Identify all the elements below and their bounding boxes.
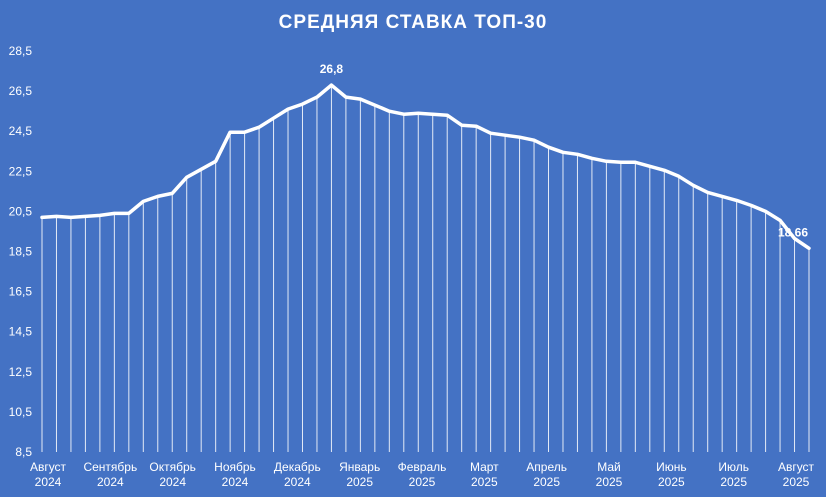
x-tick-label-year: 2025 — [471, 475, 498, 489]
x-tick-label-month: Октябрь — [149, 460, 196, 474]
y-tick-label: 12,5 — [9, 365, 33, 379]
y-tick-label: 14,5 — [9, 325, 33, 339]
x-tick-label-year: 2025 — [533, 475, 560, 489]
y-tick-label: 22,5 — [9, 164, 33, 178]
y-axis-ticks: 8,5 10,5 12,5 14,5 16,5 18,5 20,5 22,5 24,5 26,5 2… — [9, 44, 33, 459]
x-tick-label-year: 2024 — [159, 475, 186, 489]
data-label: 18,66 — [778, 225, 808, 239]
x-tick-label-year: 2024 — [284, 475, 311, 489]
x-axis-ticks: Август2024Сентябрь2024Октябрь2024Ноябрь2… — [30, 460, 815, 489]
x-tick-label-year: 2025 — [658, 475, 685, 489]
x-tick-label-month: Июнь — [656, 460, 687, 474]
y-tick-label: 28,5 — [9, 44, 33, 58]
x-tick-label-year: 2024 — [35, 475, 62, 489]
y-tick-label: 10,5 — [9, 405, 33, 419]
x-tick-label-year: 2025 — [720, 475, 747, 489]
x-tick-label-month: Январь — [339, 460, 380, 474]
y-tick-label: 18,5 — [9, 245, 33, 259]
series-line — [40, 83, 811, 251]
x-tick-label-month: Декабрь — [274, 460, 321, 474]
data-label: 26,8 — [320, 62, 344, 76]
x-tick-label-month: Август — [778, 460, 815, 474]
x-tick-label-month: Февраль — [398, 460, 447, 474]
x-tick-label-year: 2025 — [346, 475, 373, 489]
x-tick-label-month: Август — [30, 460, 67, 474]
x-tick-label-month: Сентябрь — [83, 460, 137, 474]
x-tick-label-month: Ноябрь — [214, 460, 256, 474]
x-tick-label-month: Апрель — [526, 460, 567, 474]
y-tick-label: 8,5 — [15, 445, 32, 459]
data-labels: 26,8 18,66 — [320, 62, 809, 239]
x-tick-label-month: Июль — [718, 460, 749, 474]
y-tick-label: 20,5 — [9, 204, 33, 218]
x-tick-label-month: Май — [597, 460, 621, 474]
x-tick-label-year: 2024 — [222, 475, 249, 489]
x-tick-label-year: 2025 — [596, 475, 623, 489]
x-tick-label-month: Март — [470, 460, 499, 474]
chart-title: СРЕДНЯЯ СТАВКА ТОП-30 — [278, 12, 548, 33]
x-tick-label-year: 2025 — [783, 475, 810, 489]
y-tick-label: 24,5 — [9, 124, 33, 138]
drop-lines — [41, 85, 810, 452]
series-layer — [40, 83, 811, 251]
y-tick-label: 26,5 — [9, 84, 33, 98]
x-tick-label-year: 2024 — [97, 475, 124, 489]
y-tick-label: 16,5 — [9, 285, 33, 299]
x-tick-label-year: 2025 — [409, 475, 436, 489]
